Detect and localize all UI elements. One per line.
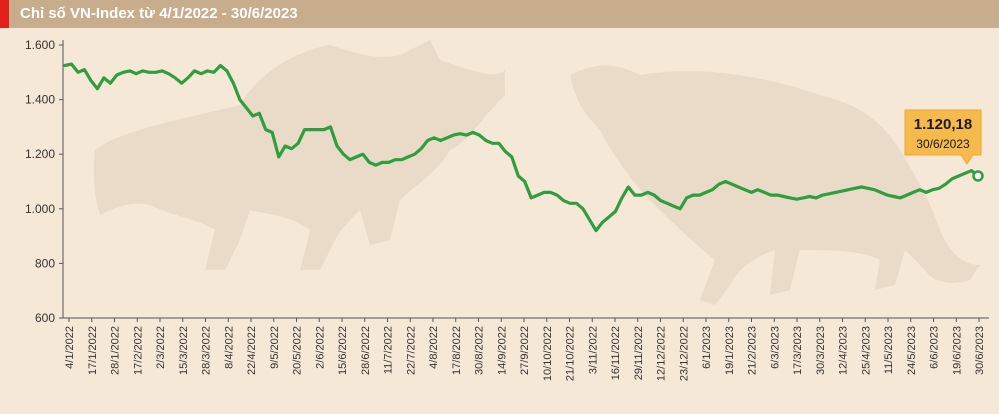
- y-tick-label: 1.400: [25, 93, 55, 107]
- x-tick-label: 2/6/2022: [314, 326, 326, 369]
- x-tick-label: 23/12/2022: [678, 326, 690, 381]
- x-tick-label: 11/5/2023: [883, 326, 895, 374]
- x-tick-label: 6/1/2023: [701, 326, 713, 369]
- x-tick-label: 28/1/2022: [110, 326, 122, 375]
- x-tick-label: 28/3/2022: [201, 326, 213, 375]
- x-tick-label: 30/8/2022: [474, 326, 486, 375]
- x-tick-label: 14/9/2022: [496, 326, 508, 375]
- x-tick-label: 2/3/2022: [155, 326, 167, 369]
- x-tick-label: 24/5/2023: [906, 326, 918, 375]
- x-tick-label: 20/5/2022: [292, 326, 304, 375]
- x-tick-label: 15/6/2022: [337, 326, 349, 375]
- x-tick-label: 17/8/2022: [451, 326, 463, 375]
- x-tick-label: 27/9/2022: [519, 326, 531, 375]
- x-tick-label: 25/4/2023: [860, 326, 872, 375]
- x-tick-label: 3/11/2022: [587, 326, 599, 374]
- header-accent-mark: [0, 0, 9, 28]
- y-tick-label: 1.000: [25, 202, 55, 216]
- x-tick-label: 30/3/2023: [815, 326, 827, 375]
- bear-silhouette-icon: [570, 65, 980, 305]
- bull-silhouette-icon: [93, 40, 505, 270]
- y-tick-label: 1.200: [25, 147, 55, 161]
- x-tick-label: 12/12/2022: [656, 326, 668, 381]
- last-point-marker: [972, 170, 984, 182]
- x-tick-label: 6/3/2023: [769, 326, 781, 369]
- x-tick-label: 17/3/2023: [792, 326, 804, 375]
- x-tick-label: 22/7/2022: [405, 326, 417, 375]
- x-tick-label: 15/3/2022: [178, 326, 190, 375]
- x-tick-label: 10/10/2022: [542, 326, 554, 381]
- x-tick-label: 4/8/2022: [428, 326, 440, 369]
- chart-header: Chỉ số VN-Index từ 4/1/2022 - 30/6/2023: [0, 0, 999, 28]
- x-tick-label: 17/2/2022: [132, 326, 144, 375]
- y-tick-label: 800: [35, 256, 55, 270]
- y-tick-label: 600: [35, 311, 55, 325]
- callout-value-label: 1.120,18: [914, 116, 972, 133]
- x-tick-label: 6/6/2023: [929, 326, 941, 369]
- chart-title: Chỉ số VN-Index từ 4/1/2022 - 30/6/2023: [20, 5, 298, 22]
- x-tick-label: 8/4/2022: [223, 326, 235, 369]
- x-tick-label: 17/1/2022: [87, 326, 99, 375]
- x-tick-label: 12/4/2023: [838, 326, 850, 375]
- value-callout: [904, 109, 982, 165]
- x-tick-label: 19/1/2023: [724, 326, 736, 375]
- x-tick-label: 11/7/2022: [383, 326, 395, 374]
- x-tick-label: 28/6/2022: [360, 326, 372, 375]
- callout-date-label: 30/6/2023: [916, 137, 970, 151]
- x-tick-label: 21/2/2023: [747, 326, 759, 375]
- x-tick-label: 29/11/2022: [633, 326, 645, 380]
- x-tick-label: 21/10/2022: [565, 326, 577, 381]
- x-tick-label: 30/6/2023: [974, 326, 986, 375]
- y-tick-label: 1.600: [25, 38, 55, 52]
- x-tick-label: 4/1/2022: [64, 326, 76, 369]
- series-line-vn-index: [63, 62, 980, 233]
- x-tick-label: 19/6/2023: [951, 326, 963, 375]
- x-tick-label: 16/11/2022: [610, 326, 622, 380]
- x-tick-label: 22/4/2022: [246, 326, 258, 375]
- x-tick-label: 9/5/2022: [269, 326, 281, 369]
